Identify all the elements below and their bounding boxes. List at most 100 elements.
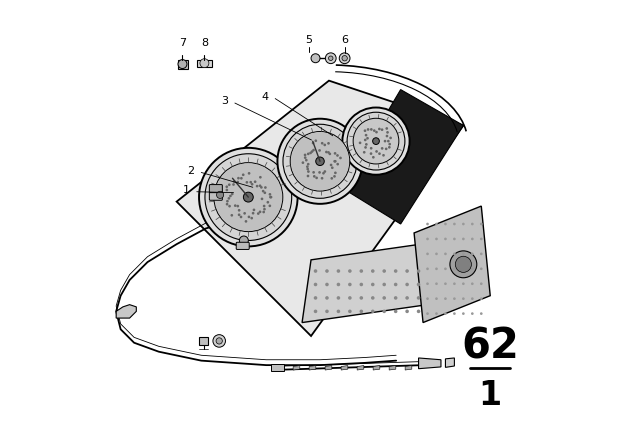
Circle shape — [480, 312, 483, 315]
Circle shape — [305, 159, 308, 162]
Circle shape — [237, 216, 239, 219]
Circle shape — [254, 207, 257, 210]
Circle shape — [328, 153, 331, 155]
Circle shape — [244, 211, 246, 213]
Polygon shape — [357, 366, 364, 370]
Circle shape — [426, 267, 429, 270]
Circle shape — [267, 185, 270, 187]
Circle shape — [251, 208, 253, 211]
Circle shape — [405, 310, 409, 313]
Circle shape — [435, 297, 438, 300]
Circle shape — [328, 56, 333, 60]
Circle shape — [444, 253, 447, 255]
Circle shape — [216, 338, 222, 344]
Circle shape — [426, 312, 429, 315]
Circle shape — [283, 124, 357, 198]
Circle shape — [230, 193, 232, 195]
Circle shape — [372, 156, 374, 159]
Circle shape — [370, 152, 372, 155]
Circle shape — [232, 198, 235, 201]
Circle shape — [471, 267, 474, 270]
Circle shape — [237, 182, 240, 185]
Circle shape — [370, 147, 372, 150]
Circle shape — [336, 154, 339, 157]
Circle shape — [228, 190, 230, 192]
Circle shape — [307, 170, 310, 173]
Circle shape — [339, 53, 350, 64]
Circle shape — [378, 152, 381, 155]
Circle shape — [234, 182, 237, 185]
Circle shape — [371, 310, 374, 313]
Polygon shape — [414, 206, 490, 323]
Circle shape — [232, 202, 236, 205]
Circle shape — [269, 202, 272, 204]
Circle shape — [251, 172, 253, 174]
Circle shape — [309, 151, 312, 154]
Text: 1: 1 — [479, 379, 502, 412]
Polygon shape — [271, 364, 284, 371]
Circle shape — [323, 143, 326, 146]
Circle shape — [435, 282, 438, 285]
Circle shape — [337, 269, 340, 273]
Circle shape — [435, 253, 438, 255]
Circle shape — [232, 183, 235, 186]
Circle shape — [444, 297, 447, 300]
FancyBboxPatch shape — [236, 242, 249, 250]
Text: 2: 2 — [188, 166, 195, 176]
Circle shape — [360, 283, 363, 286]
Polygon shape — [341, 366, 348, 370]
Circle shape — [372, 138, 380, 145]
Circle shape — [378, 128, 381, 130]
Circle shape — [471, 223, 474, 225]
Text: 1: 1 — [183, 185, 190, 195]
Circle shape — [337, 283, 340, 286]
Circle shape — [314, 296, 317, 300]
Circle shape — [307, 175, 309, 177]
Circle shape — [260, 212, 262, 215]
Circle shape — [444, 223, 447, 225]
Circle shape — [462, 267, 465, 270]
Circle shape — [264, 179, 267, 182]
Circle shape — [480, 297, 483, 300]
Circle shape — [337, 296, 340, 300]
Circle shape — [385, 127, 388, 130]
Circle shape — [322, 172, 325, 175]
Circle shape — [371, 283, 374, 286]
Circle shape — [381, 147, 383, 150]
Circle shape — [462, 282, 465, 285]
Circle shape — [331, 166, 333, 169]
Circle shape — [360, 310, 363, 313]
Circle shape — [348, 296, 351, 300]
Circle shape — [333, 175, 336, 178]
Circle shape — [236, 175, 239, 178]
Polygon shape — [116, 305, 136, 318]
Circle shape — [239, 236, 248, 245]
Circle shape — [311, 54, 320, 63]
Circle shape — [417, 283, 420, 286]
Polygon shape — [177, 81, 463, 336]
Circle shape — [405, 283, 409, 286]
Circle shape — [383, 310, 386, 313]
Circle shape — [314, 283, 317, 286]
Circle shape — [348, 283, 351, 286]
Circle shape — [364, 129, 366, 132]
Text: 8: 8 — [201, 38, 208, 48]
Text: 3: 3 — [221, 96, 228, 106]
Polygon shape — [373, 366, 380, 370]
Circle shape — [333, 160, 336, 163]
Circle shape — [394, 283, 397, 286]
Circle shape — [386, 131, 389, 134]
Circle shape — [444, 237, 447, 240]
Circle shape — [261, 178, 264, 181]
Circle shape — [358, 142, 362, 144]
Circle shape — [375, 150, 378, 153]
Circle shape — [230, 187, 232, 190]
Circle shape — [370, 128, 372, 131]
Polygon shape — [445, 358, 454, 367]
Polygon shape — [342, 90, 463, 224]
Circle shape — [316, 177, 318, 179]
Circle shape — [353, 118, 399, 164]
Circle shape — [471, 282, 474, 285]
Circle shape — [246, 183, 248, 186]
Circle shape — [334, 172, 337, 174]
